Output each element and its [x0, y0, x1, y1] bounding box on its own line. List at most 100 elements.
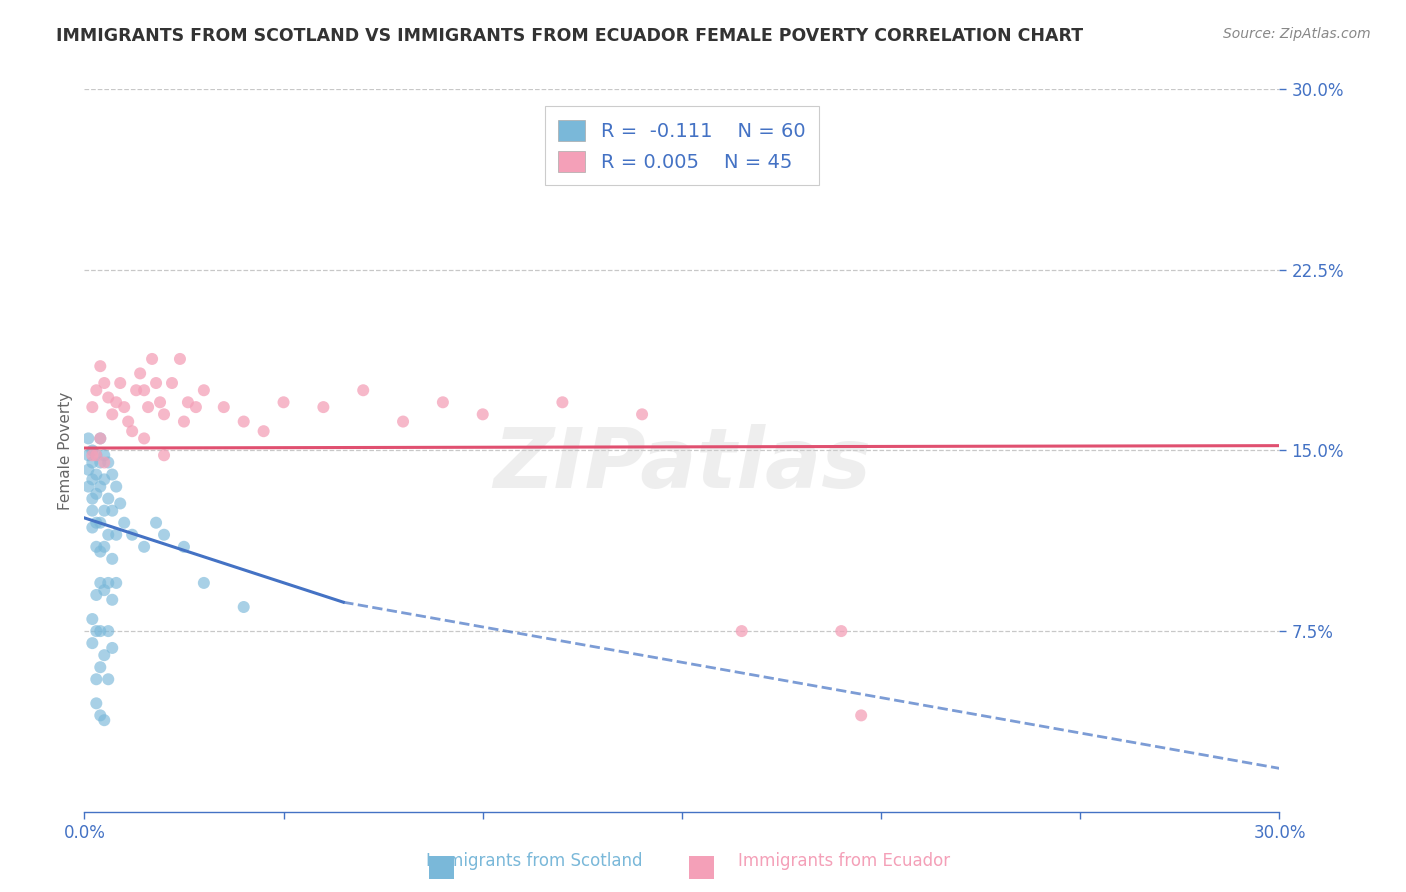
Point [89, 660, 111, 674]
Point [105, 527, 128, 541]
Point [93, 448, 115, 462]
Y-axis label: Female Poverty: Female Poverty [58, 392, 73, 509]
Point [89, 576, 111, 591]
Point [89, 480, 111, 494]
Point [86, 448, 108, 462]
Point [86, 696, 108, 710]
Point [93, 583, 115, 598]
Point [82, 400, 104, 414]
Point [82, 472, 104, 486]
Point [101, 467, 124, 482]
Point [86, 384, 108, 398]
Point [132, 431, 156, 445]
Point [82, 455, 104, 469]
Point [82, 503, 104, 517]
Legend: R =  -0.111    N = 60, R = 0.005    N = 45: R = -0.111 N = 60, R = 0.005 N = 45 [544, 106, 820, 186]
Point [132, 540, 156, 554]
Point [112, 400, 135, 414]
Point [93, 648, 115, 662]
Point [851, 708, 873, 723]
Point [731, 624, 754, 639]
Text: IMMIGRANTS FROM SCOTLAND VS IMMIGRANTS FROM ECUADOR FEMALE POVERTY CORRELATION C: IMMIGRANTS FROM SCOTLAND VS IMMIGRANTS F… [56, 27, 1084, 45]
Point [232, 599, 254, 614]
Point [97, 527, 120, 541]
Point [89, 359, 111, 373]
Point [93, 376, 115, 390]
Point [105, 480, 128, 494]
Point [101, 407, 124, 421]
Point [173, 415, 195, 429]
Point [551, 395, 574, 409]
Point [184, 400, 207, 414]
Point [97, 624, 120, 639]
Point [129, 367, 152, 381]
Point [125, 384, 148, 398]
Point [432, 395, 454, 409]
Point [97, 391, 120, 405]
Point [93, 540, 115, 554]
Point [112, 516, 135, 530]
Point [169, 351, 191, 366]
Point [110, 496, 132, 510]
Point [153, 407, 176, 421]
Point [86, 487, 108, 501]
Point [352, 384, 374, 398]
Point [312, 400, 335, 414]
Point [101, 640, 124, 655]
Point [82, 448, 104, 462]
Point [117, 415, 139, 429]
Point [830, 624, 852, 639]
Point [97, 576, 120, 591]
Point [160, 376, 183, 390]
Point [86, 673, 108, 687]
Point [93, 503, 115, 517]
Point [82, 612, 104, 626]
Point [89, 516, 111, 530]
Point [97, 673, 120, 687]
Point [110, 376, 132, 390]
Point [149, 395, 172, 409]
Point [86, 516, 108, 530]
Point [121, 424, 143, 438]
Point [145, 376, 167, 390]
Point [136, 400, 159, 414]
Point [141, 351, 163, 366]
Point [97, 455, 120, 469]
Point [86, 448, 108, 462]
Point [86, 467, 108, 482]
Point [105, 395, 128, 409]
Point [82, 636, 104, 650]
Point [232, 415, 254, 429]
Point [631, 407, 654, 421]
Point [177, 395, 200, 409]
Point [193, 384, 215, 398]
Point [101, 592, 124, 607]
Point [101, 551, 124, 566]
Point [145, 516, 167, 530]
Point [89, 431, 111, 445]
Point [89, 708, 111, 723]
Point [89, 455, 111, 469]
Point [93, 455, 115, 469]
Point [82, 491, 104, 506]
Point [77, 463, 100, 477]
Point [471, 407, 494, 421]
Point [77, 480, 100, 494]
Point [193, 576, 215, 591]
Point [77, 448, 100, 462]
Point [89, 431, 111, 445]
Point [77, 431, 100, 445]
Point [93, 713, 115, 727]
Point [153, 448, 176, 462]
Point [97, 491, 120, 506]
Point [101, 503, 124, 517]
Point [86, 540, 108, 554]
Point [173, 540, 195, 554]
Text: Source: ZipAtlas.com: Source: ZipAtlas.com [1223, 27, 1371, 41]
Point [273, 395, 295, 409]
Point [93, 472, 115, 486]
Text: Immigrants from Ecuador: Immigrants from Ecuador [738, 852, 949, 870]
Point [82, 520, 104, 534]
Text: Immigrants from Scotland: Immigrants from Scotland [426, 852, 643, 870]
Point [253, 424, 276, 438]
